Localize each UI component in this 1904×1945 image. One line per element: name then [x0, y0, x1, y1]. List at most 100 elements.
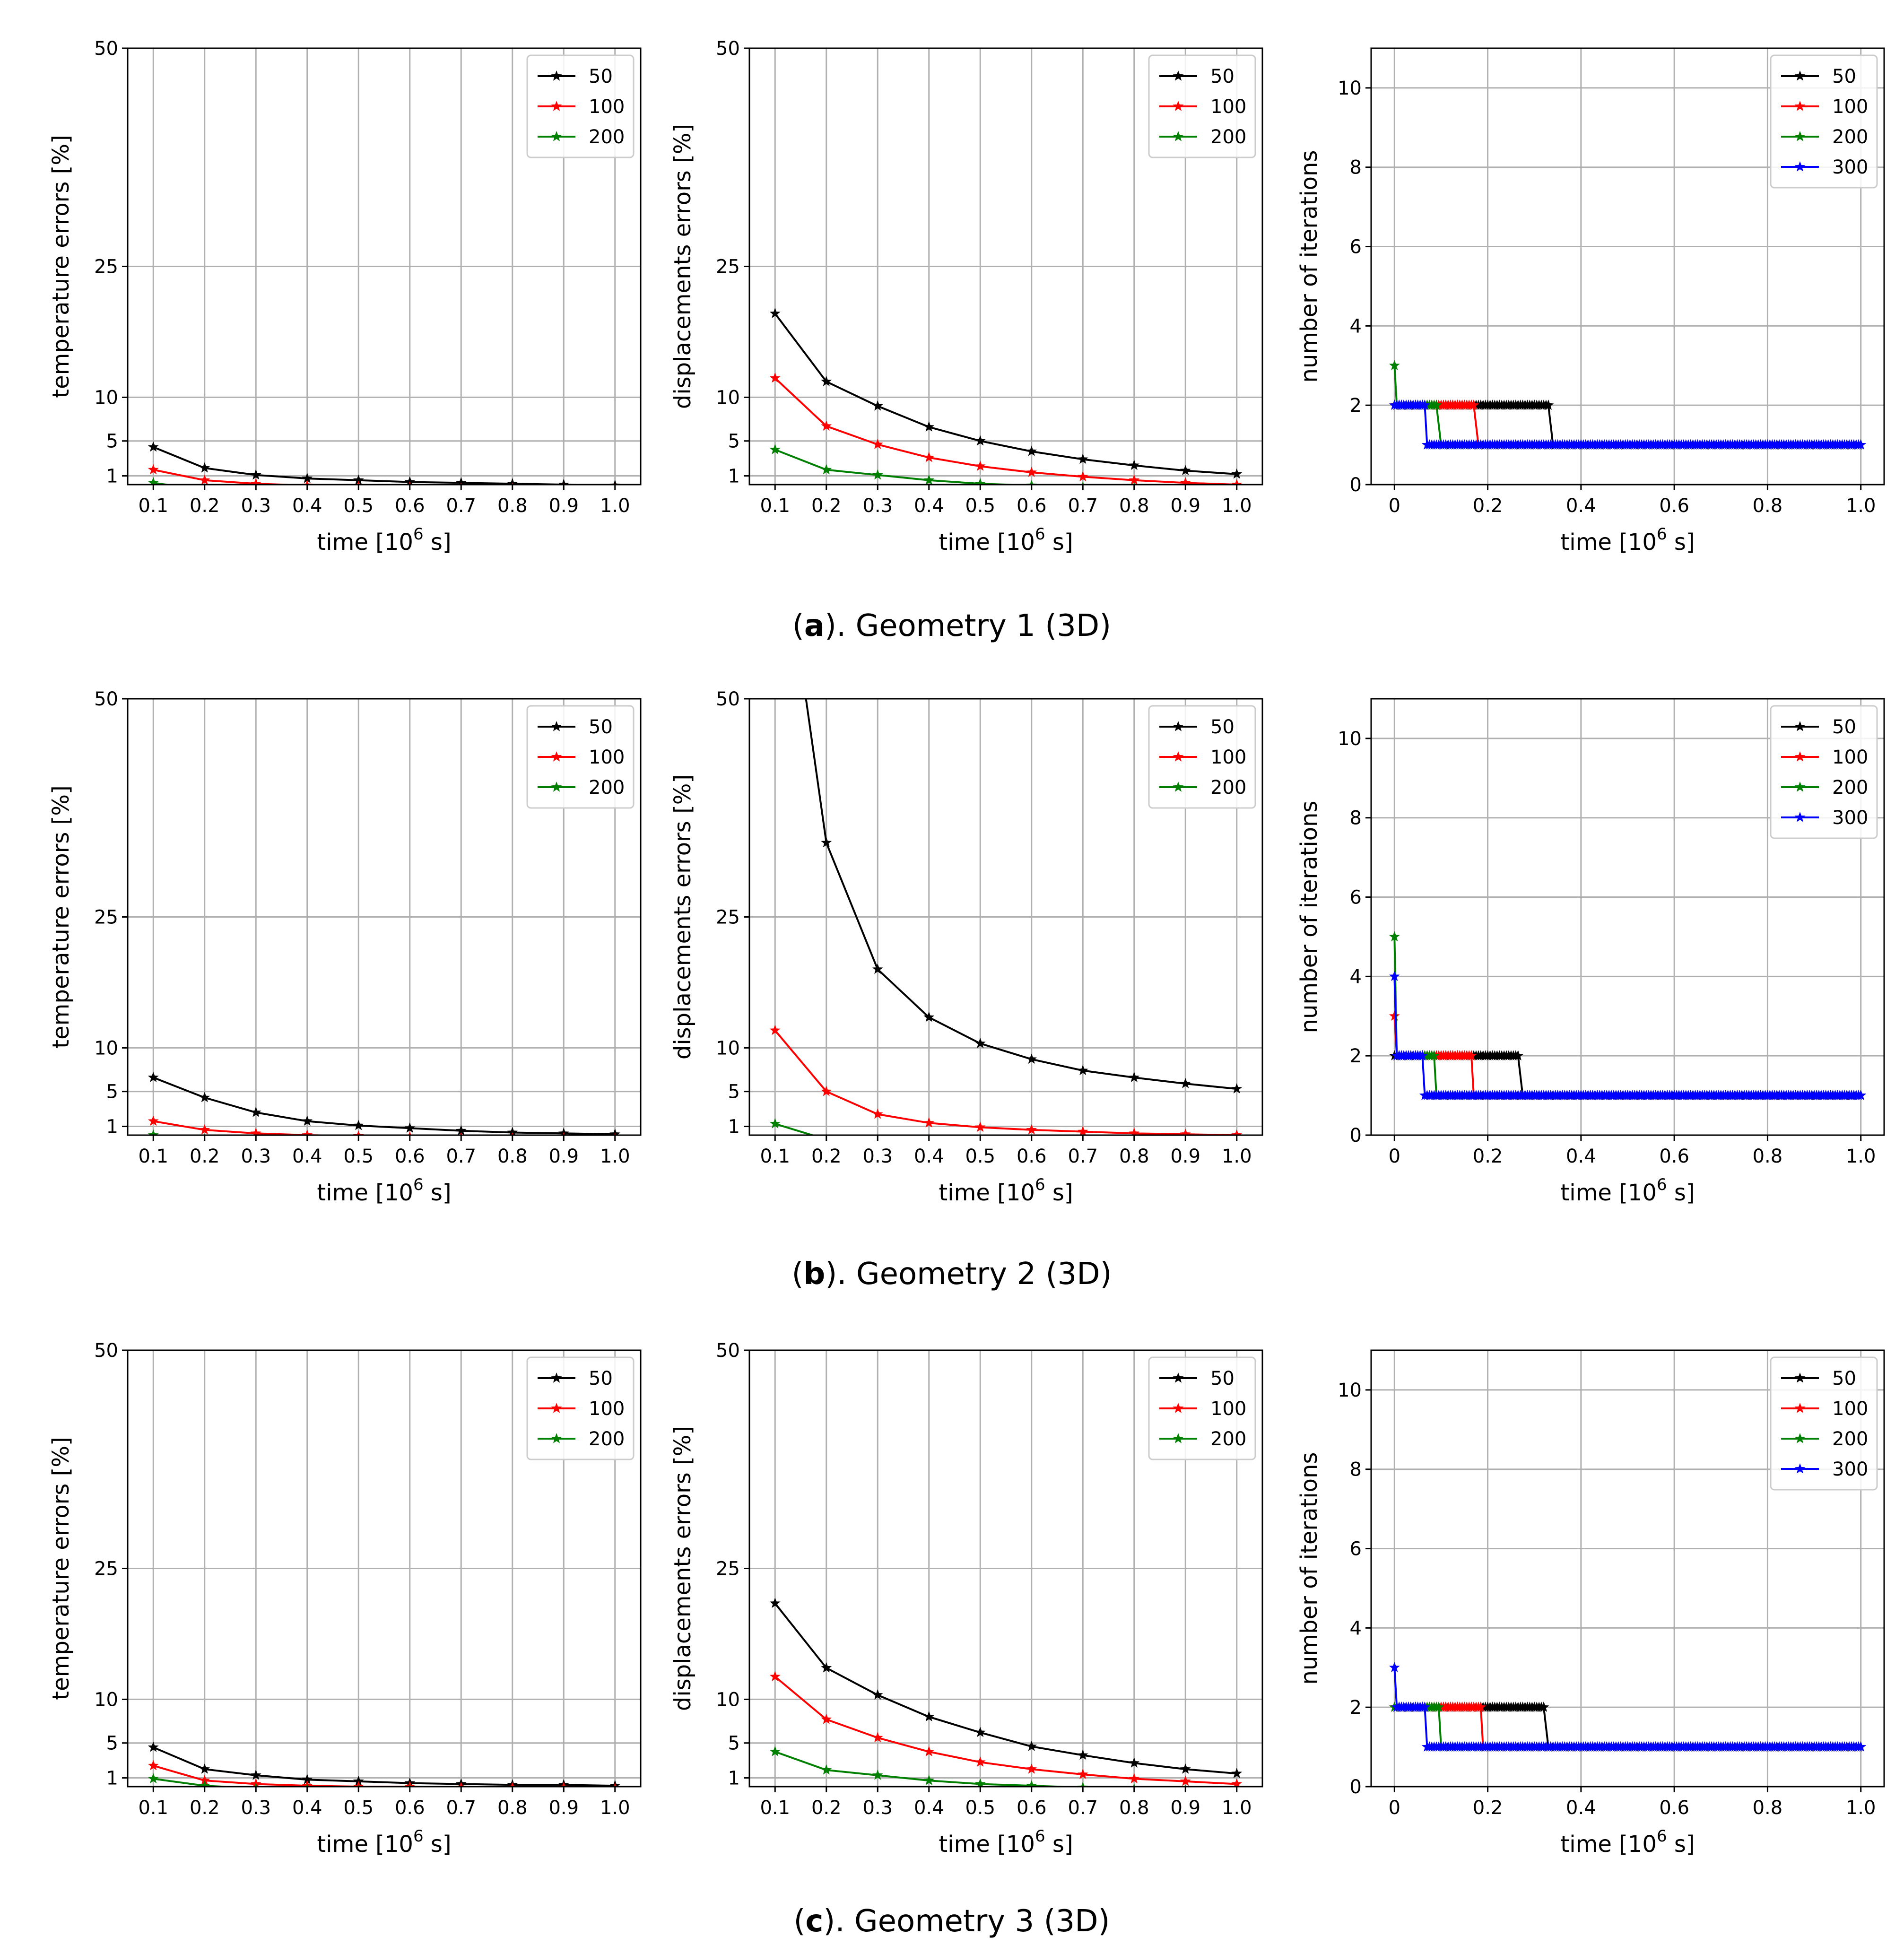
legend-item-200: 200 [1781, 1428, 1868, 1450]
x-tick-label: 0.8 [497, 495, 528, 517]
data-point-100 [1180, 1129, 1191, 1135]
data-point-100 [199, 1775, 210, 1785]
data-point-100 [404, 1131, 416, 1135]
data-point-100 [1077, 1126, 1088, 1135]
x-axis-label-exponent: 6 [1035, 525, 1045, 544]
data-point-200 [872, 1770, 883, 1780]
x-tick-label: 0.6 [395, 1146, 425, 1167]
legend-item-200: 200 [538, 777, 625, 799]
legend-label: 50 [589, 716, 613, 738]
caption-a-letter: a [804, 608, 825, 643]
data-point-50 [302, 1115, 313, 1126]
data-point-100 [404, 1781, 416, 1787]
data-point-50 [1538, 1702, 1549, 1712]
data-point-50 [1231, 468, 1243, 479]
legend-item-100: 100 [1781, 96, 1868, 118]
data-point-50 [199, 1763, 210, 1774]
data-point-100 [148, 1115, 159, 1126]
y-tick-label: 5 [106, 431, 118, 452]
data-point-100 [1129, 474, 1140, 485]
x-tick-label: 0.5 [965, 495, 995, 517]
x-tick-label: 0.5 [343, 1797, 374, 1819]
legend-label: 50 [1832, 66, 1856, 87]
legend-box [1148, 1356, 1256, 1460]
data-point-200 [769, 1746, 781, 1756]
y-axis: 1 5 10 25 50 [716, 688, 749, 1138]
legend-box [1148, 705, 1256, 809]
legend-marker [1794, 101, 1806, 111]
y-tick-label: 25 [716, 1558, 740, 1580]
data-point-200 [148, 1129, 159, 1135]
legend-label: 300 [1832, 1459, 1868, 1480]
x-tick-label: 0.6 [1659, 1797, 1689, 1819]
data-point-200 [821, 1764, 832, 1775]
data-point-50 [404, 1122, 416, 1133]
series-line-100 [774, 1030, 1237, 1135]
caption-a-text: ). Geometry 1 (3D) [825, 608, 1111, 643]
series-line-50 [153, 1746, 615, 1787]
x-tick-label: 0.8 [1119, 495, 1149, 517]
x-tick-label: 0.1 [138, 1146, 168, 1167]
data-point-100 [821, 1085, 832, 1096]
chart-a-displacements: 0.1 0.2 0.3 0.4 0.5 0.6 0.7 0.8 0.9 1.0 1 5 10 25 50 ti… [669, 38, 1263, 556]
x-axis-label-prefix: time [10 [1560, 529, 1657, 556]
legend-marker [1173, 1433, 1184, 1443]
y-tick-label: 2 [1350, 395, 1362, 417]
data-point-100 [1180, 1775, 1191, 1786]
legend-item-200: 200 [1781, 126, 1868, 148]
legend-box [1770, 1356, 1878, 1491]
x-tick-label: 0.7 [1068, 495, 1098, 517]
x-axis-label: time [106 s] [939, 525, 1073, 556]
data-point-100 [148, 464, 159, 475]
y-tick-label: 5 [106, 1733, 118, 1754]
y-tick-label: 6 [1350, 1538, 1362, 1560]
x-tick-label: 0.2 [190, 1797, 220, 1819]
data-point-50 [1077, 1065, 1088, 1076]
data-point-50 [199, 1092, 210, 1103]
x-tick-label: 0.9 [1170, 495, 1200, 517]
data-point-300 [1855, 439, 1867, 450]
x-axis-label-suffix: s] [1045, 529, 1073, 556]
x-axis-label-prefix: time [10 [317, 1180, 413, 1206]
data-point-50 [1543, 399, 1554, 410]
legend-marker [1173, 751, 1184, 762]
data-point-100 [409, 481, 411, 485]
data-point-200 [974, 478, 986, 485]
data-point-50 [558, 1128, 569, 1135]
data-point-300 [1419, 1702, 1430, 1712]
data-point-50 [821, 376, 832, 386]
data-point-300 [1855, 1090, 1867, 1100]
legend-item-100: 100 [538, 1398, 625, 1420]
x-tick-label: 0.1 [760, 1146, 790, 1167]
data-point-200 [769, 1118, 781, 1129]
data-point-300 [1389, 1662, 1400, 1672]
y-tick-label: 5 [106, 1081, 118, 1103]
x-axis-label-prefix: time [10 [939, 1180, 1035, 1206]
data-point-50 [250, 1770, 261, 1780]
legend-label: 50 [1832, 1368, 1856, 1389]
legend-item-50: 50 [1159, 66, 1235, 87]
data-point-200 [1026, 1780, 1037, 1787]
y-tick-label: 8 [1350, 1459, 1362, 1481]
y-tick-label: 10 [94, 1037, 118, 1059]
x-axis-label: time [106 s] [1560, 1175, 1695, 1206]
y-tick-label: 6 [1350, 887, 1362, 909]
x-tick-label: 0.4 [1566, 1146, 1596, 1167]
data-point-50 [404, 476, 416, 485]
data-point-50 [1026, 445, 1037, 456]
x-tick-label: 0.4 [292, 1146, 322, 1167]
y-axis: 0 2 4 6 8 10 [1338, 728, 1371, 1146]
caption-b-letter: b [804, 1257, 826, 1292]
data-point-50 [1026, 1053, 1037, 1064]
legend-box [526, 54, 635, 158]
y-tick-label: 4 [1350, 1617, 1362, 1639]
legend-marker [1794, 751, 1806, 762]
data-point-100 [199, 1124, 210, 1135]
series-line-50 [774, 313, 1237, 475]
y-tick-label: 50 [94, 38, 118, 60]
data-point-50 [1180, 1078, 1191, 1088]
y-tick-label: 1 [728, 1116, 740, 1138]
legend-marker [1794, 1372, 1806, 1383]
data-point-50 [974, 1038, 986, 1048]
data-point-100 [353, 1781, 364, 1787]
